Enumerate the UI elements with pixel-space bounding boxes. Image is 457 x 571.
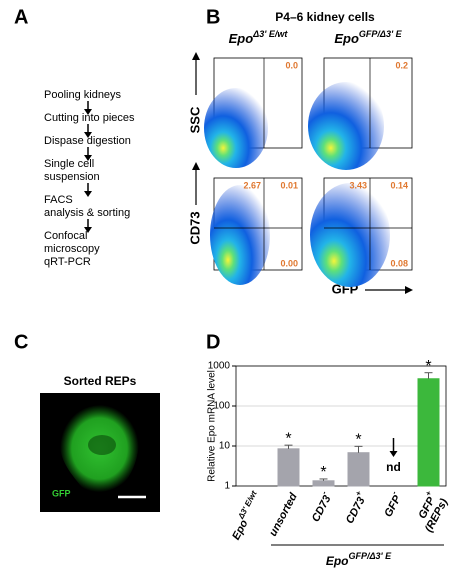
category: unsorted <box>267 491 300 538</box>
flow-plot <box>308 57 413 170</box>
x-tick-label: unsorted <box>267 491 300 538</box>
y-tick-label: 10 <box>219 441 231 452</box>
quadrant-value: 0.0 <box>285 60 298 70</box>
arrow-head <box>192 52 200 60</box>
significance: * <box>285 430 291 447</box>
category-sup: + <box>424 489 434 498</box>
quadrant-value: 0.08 <box>390 258 408 268</box>
significance: * <box>320 464 326 481</box>
panel-title: Sorted REPs <box>64 374 137 388</box>
group-sup: GFP/Δ3' E <box>348 551 392 561</box>
workflow-step: Pooling kidneys <box>44 89 122 101</box>
x-tick-label: CD73+ <box>340 489 369 526</box>
category: CD73 <box>344 495 368 525</box>
arrow-head <box>405 286 413 294</box>
plot-frame <box>235 365 447 487</box>
significance: * <box>355 432 361 449</box>
x-tick-label: EpoΔ3' E/wt <box>227 489 265 542</box>
arrow-head <box>84 191 92 197</box>
workflow-step: Dispase digestion <box>44 135 131 147</box>
significance: * <box>425 358 431 375</box>
panel-label: C <box>14 331 28 353</box>
category-sup: - <box>390 489 399 496</box>
x-tick-label: GFP- <box>379 489 405 519</box>
workflow-step: analysis & sorting <box>44 207 130 219</box>
arrow-head <box>84 109 92 115</box>
y-tick-label: 1 <box>224 481 230 492</box>
y-tick-label: 100 <box>213 401 230 412</box>
quadrant-value: 0.14 <box>390 180 408 190</box>
quadrant-value: 0.2 <box>395 60 408 70</box>
panel-title: P4–6 kidney cells <box>275 10 375 24</box>
nucleus <box>88 435 116 455</box>
y-tick-label: 1000 <box>208 361 231 372</box>
column-sup: Δ3' E/wt <box>252 29 288 39</box>
row-label: CD73 <box>187 211 202 244</box>
panel-label: B <box>206 6 220 28</box>
y-axis-label: Relative Epo mRNA level <box>207 370 218 482</box>
flow-plot <box>310 177 413 287</box>
group-label: EpoGFP/Δ3' E <box>326 551 392 568</box>
bar <box>277 448 300 487</box>
workflow-step: microscopy <box>44 243 100 255</box>
workflow-step: Confocal <box>44 230 87 242</box>
quadrant-value: 0.01 <box>280 180 298 190</box>
workflow-step: suspension <box>44 171 100 183</box>
category: GFP <box>382 493 404 519</box>
column-base: Epo <box>334 31 359 46</box>
x-tick-label: GFP+(REPs) <box>409 489 451 534</box>
workflow-step: Single cell <box>44 158 94 170</box>
workflow-step: Cutting into pieces <box>44 112 135 124</box>
value-note: nd <box>386 460 401 474</box>
arrow-head <box>84 132 92 138</box>
quadrant-value: 0.00 <box>280 258 298 268</box>
workflow-step: qRT-PCR <box>44 256 91 268</box>
arrow-head <box>389 451 398 457</box>
column-base: Epo <box>229 31 254 46</box>
column-label: EpoΔ3' E/wt <box>229 29 289 46</box>
arrow-head <box>84 227 92 233</box>
arrow-head <box>84 155 92 161</box>
category-sup: - <box>320 489 329 496</box>
category-sup: Δ3' E/wt <box>236 489 259 521</box>
row-label: SSC <box>187 106 202 133</box>
category: Epo <box>230 518 250 542</box>
workflow-step: FACS <box>44 194 73 206</box>
bar <box>347 452 370 487</box>
bar <box>417 378 440 487</box>
column-label: EpoGFP/Δ3' E <box>334 29 402 46</box>
flow-plot <box>210 177 303 285</box>
bar <box>312 480 335 487</box>
x-tick-label: CD73- <box>306 489 335 524</box>
panel-label: D <box>206 331 220 353</box>
group-base: Epo <box>326 554 349 568</box>
panel-label: A <box>14 6 28 28</box>
channel-label: GFP <box>52 488 71 498</box>
category: CD73 <box>310 493 334 523</box>
quadrant-value: 3.43 <box>349 180 367 190</box>
workflow: Pooling kidneys Cutting into pieces Dispas… <box>44 89 135 268</box>
category-sup: + <box>354 489 364 498</box>
arrow-head <box>192 162 200 170</box>
column-sup: GFP/Δ3' E <box>359 29 403 39</box>
flow-plot <box>204 57 303 168</box>
quadrant-value: 2.67 <box>243 180 261 190</box>
